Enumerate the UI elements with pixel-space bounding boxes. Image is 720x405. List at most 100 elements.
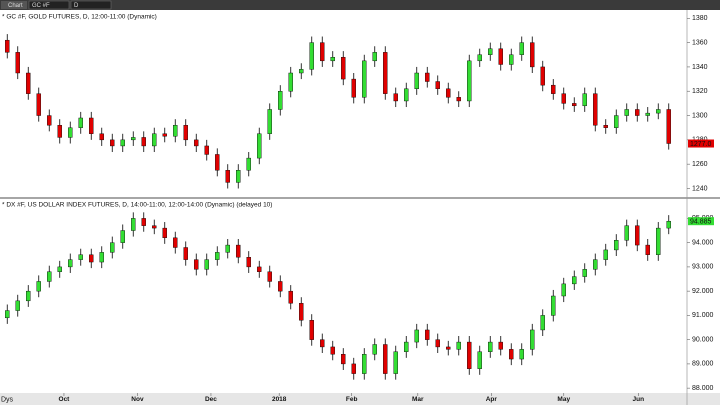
candle-body — [236, 170, 241, 183]
candle-body — [572, 103, 577, 107]
candle-body — [425, 72, 430, 82]
toolbar — [0, 0, 720, 10]
candle-body — [666, 220, 671, 229]
candle-body — [540, 315, 545, 331]
y-tick-label: 1320 — [692, 88, 708, 95]
candle-body — [351, 78, 356, 98]
candle-body — [404, 88, 409, 102]
y-tick-label: 92.000 — [692, 288, 714, 295]
candle-body — [99, 252, 104, 263]
candle-body — [26, 72, 31, 94]
interval-label[interactable]: D — [74, 3, 79, 9]
candle-body — [257, 266, 262, 272]
candle-body — [593, 93, 598, 126]
x-tick-label: May — [557, 396, 570, 403]
candle-body — [488, 341, 493, 352]
candle-body — [614, 115, 619, 128]
candle-body — [603, 249, 608, 260]
candle-body — [278, 281, 283, 292]
candle-body — [351, 363, 356, 374]
candle-body — [477, 54, 482, 62]
candle-body — [330, 56, 335, 62]
x-tick-label: Nov — [131, 396, 144, 403]
candle-body — [530, 329, 535, 350]
x-axis-strip — [0, 393, 720, 405]
candle-body — [47, 115, 52, 126]
candle-body — [131, 137, 136, 141]
candle-body — [225, 170, 230, 183]
candle-body — [498, 341, 503, 350]
candle-body — [246, 257, 251, 268]
candle-body — [15, 52, 20, 74]
toolbar-label[interactable]: Chart — [8, 3, 23, 9]
candle-body — [120, 230, 125, 243]
candle-body — [5, 39, 10, 53]
candle-body — [299, 69, 304, 74]
candle-body — [320, 42, 325, 62]
y-tick-label: 88.000 — [692, 385, 714, 392]
candle-body — [561, 283, 566, 297]
candle-body — [194, 259, 199, 270]
pane-title: * DX #F, US DOLLAR INDEX FUTURES, D, 14:… — [2, 202, 272, 209]
candle-body — [435, 81, 440, 90]
interval-box[interactable] — [70, 0, 112, 10]
candle-body — [393, 351, 398, 374]
candle-body — [509, 349, 514, 360]
candle-body — [341, 354, 346, 365]
candle-body — [110, 139, 115, 147]
candle-body — [236, 244, 241, 258]
candle-body — [645, 244, 650, 255]
candle-body — [5, 310, 10, 319]
candle-body — [656, 227, 661, 255]
candle-body — [152, 225, 157, 229]
candle-body — [89, 117, 94, 134]
candle-body — [372, 52, 377, 62]
candle-body — [173, 237, 178, 248]
candle-body — [551, 295, 556, 316]
candle-body — [656, 109, 661, 114]
x-tick-label: Jun — [633, 396, 645, 403]
candle-body — [320, 339, 325, 348]
x-tick-label: Dec — [205, 396, 217, 403]
candle-body — [194, 139, 199, 147]
last-price-box — [688, 217, 714, 226]
y-tick-label: 89.000 — [692, 361, 714, 368]
candle-body — [666, 109, 671, 144]
candle-body — [435, 339, 440, 348]
candle-body — [509, 54, 514, 65]
candle-body — [614, 240, 619, 251]
candle-body — [561, 93, 566, 104]
candle-body — [446, 346, 451, 350]
candle-body — [635, 225, 640, 246]
toolbar-items: Chart GC #F D — [1, 0, 112, 10]
candle-body — [162, 227, 167, 239]
candle-body — [110, 242, 115, 253]
symbol-label[interactable]: GC #F — [32, 3, 50, 9]
candle-body — [404, 341, 409, 352]
y-tick-label: 94.000 — [692, 239, 714, 246]
candle-body — [89, 254, 94, 263]
candle-body — [246, 157, 251, 171]
candle-body — [414, 329, 419, 343]
candle-body — [572, 276, 577, 285]
candle-body — [330, 346, 335, 355]
candle-body — [215, 252, 220, 260]
candle-body — [425, 329, 430, 340]
y-tick-label: 1380 — [692, 15, 708, 22]
y-tick-label: 91.000 — [692, 312, 714, 319]
symbol-box[interactable] — [28, 0, 70, 10]
pane-title: * GC #F, GOLD FUTURES, D, 12:00-11:00 (D… — [2, 14, 157, 21]
toolbar-button[interactable] — [1, 1, 27, 9]
candle-body — [624, 109, 629, 116]
candle-body — [456, 341, 461, 350]
candle-body — [477, 351, 482, 369]
candle-body — [362, 60, 367, 98]
x-axis-unit: Dys — [1, 396, 14, 403]
candle-body — [68, 259, 73, 268]
candle-body — [225, 244, 230, 253]
candle-body — [288, 72, 293, 92]
candle-body — [15, 300, 20, 311]
candle-body — [582, 93, 587, 107]
candle-body — [530, 42, 535, 68]
